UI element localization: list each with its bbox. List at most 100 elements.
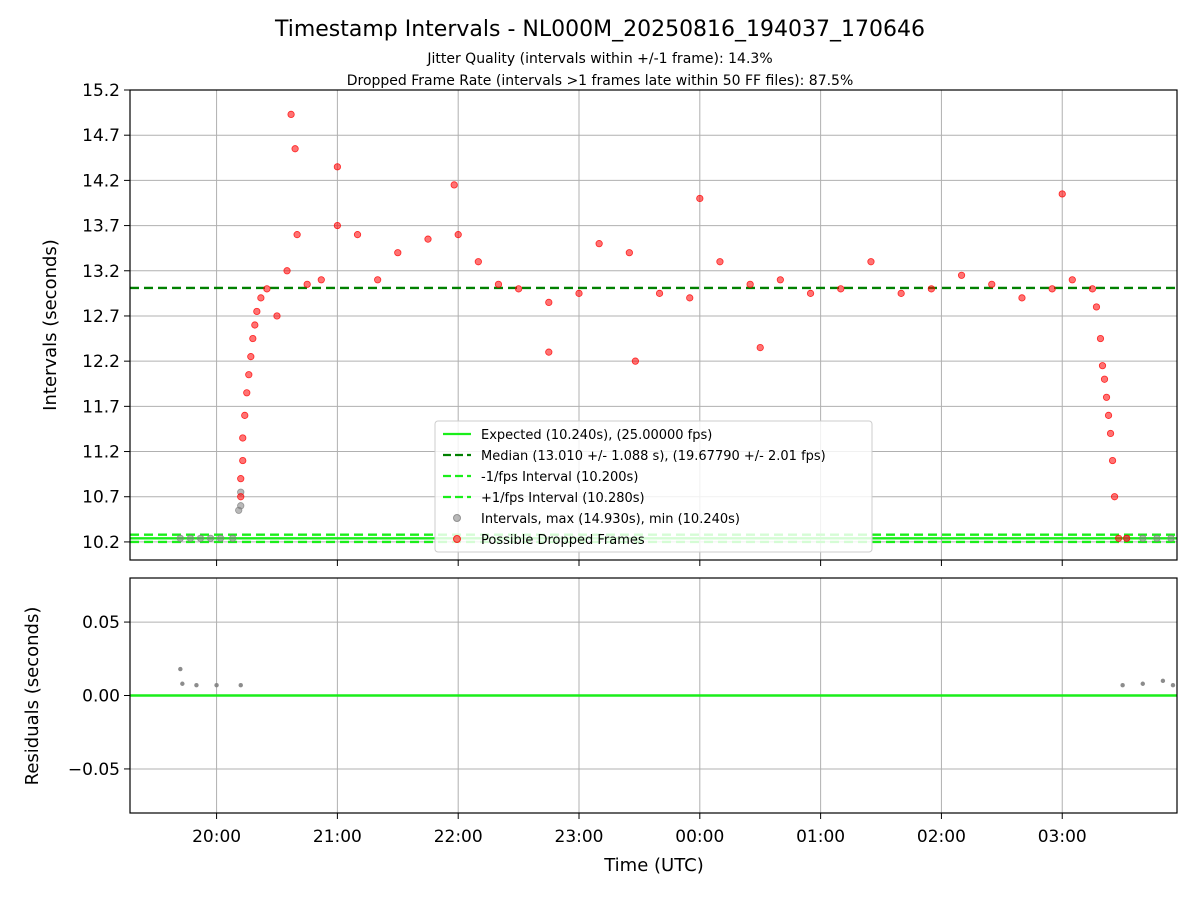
data-point-series-0: [206, 534, 215, 542]
data-point-series-1: [1096, 334, 1105, 343]
data-point-series-1: [897, 289, 905, 297]
top-y-tick-label: 12.7: [82, 307, 120, 327]
data-point-series-1: [514, 285, 523, 293]
bottom-y-axis-label: Residuals (seconds): [22, 607, 43, 786]
chart-legend: Expected (10.240s), (25.00000 fps) Median…: [434, 420, 873, 553]
data-point-series-1: [333, 221, 341, 230]
data-point-series-1: [837, 285, 845, 293]
residual-point: [180, 681, 185, 686]
data-point-series-1: [1092, 303, 1101, 311]
data-point-series-0: [229, 534, 237, 542]
data-point-series-1: [237, 493, 245, 501]
data-point-series-1: [575, 289, 583, 297]
top-y-axis-ticks: 10.2 10.7 11.2 11.7 12.2 12.7 13.2 13.7 14.2 14.7…: [82, 81, 1063, 566]
data-point-series-0: [217, 534, 225, 542]
data-point-series-1: [1123, 534, 1131, 542]
chart-subtitle-jitter: Jitter Quality (intervals within +/-1 fr…: [426, 51, 772, 67]
data-point-series-1: [293, 231, 301, 239]
data-point-series-1: [273, 312, 281, 320]
chart-title: Timestamp Intervals - NL000M_20250816_19…: [274, 17, 925, 42]
data-point-series-1: [257, 294, 265, 302]
data-point-series-1: [245, 371, 253, 379]
data-point-outlier: [631, 357, 639, 365]
data-point-series-1: [1104, 411, 1113, 419]
legend-label: Median (13.010 +/- 1.088 s), (19.67790 +…: [481, 449, 826, 464]
data-point-series-1: [237, 475, 245, 483]
data-point-outlier: [450, 181, 458, 189]
data-point-series-1: [251, 321, 259, 329]
data-point-outlier: [287, 110, 295, 119]
bottom-data-points: [178, 666, 1176, 688]
legend-label: -1/fps Interval (10.200s): [481, 470, 638, 485]
data-point-series-1: [716, 258, 724, 266]
legend-label: Expected (10.240s), (25.00000 fps): [481, 428, 712, 443]
legend-label: Possible Dropped Frames: [481, 533, 645, 548]
legend-box: [434, 420, 873, 553]
data-point-series-1: [988, 280, 996, 288]
top-y-tick-label: 11.7: [82, 397, 120, 417]
data-point-outlier: [696, 194, 704, 203]
data-point-series-1: [253, 307, 261, 316]
data-point-series-1: [927, 285, 935, 293]
x-tick-label: 23:00: [555, 827, 604, 847]
x-tick-label: 00:00: [675, 827, 724, 847]
legend-label: +1/fps Interval (10.280s): [481, 491, 645, 506]
data-point-series-1: [1108, 456, 1117, 465]
data-point-series-1: [1068, 276, 1076, 284]
residual-point: [194, 683, 199, 688]
residual-point: [1120, 683, 1125, 688]
top-y-tick-label: 11.2: [82, 443, 120, 463]
data-point-series-1: [655, 289, 664, 297]
legend-label: Intervals, max (14.930s), min (10.240s): [481, 512, 740, 527]
top-y-tick-label: 14.2: [82, 171, 120, 191]
data-point-series-1: [1098, 362, 1107, 370]
residual-point: [238, 683, 243, 688]
data-point-series-1: [239, 434, 247, 442]
data-point-series-1: [1115, 534, 1123, 542]
bottom-y-axis-ticks: 0.05 0.00 −0.05: [68, 613, 130, 780]
data-point-series-0: [237, 502, 245, 510]
data-point-series-1: [424, 235, 432, 243]
top-y-tick-label: 13.7: [82, 217, 120, 237]
x-tick-label: 20:00: [192, 827, 241, 847]
x-tick-label: 01:00: [796, 827, 845, 847]
residual-point: [214, 683, 219, 688]
data-point-series-1: [625, 249, 633, 257]
data-point-series-1: [1100, 375, 1109, 383]
data-point-series-1: [353, 231, 362, 239]
data-point-series-1: [249, 334, 257, 343]
data-point-series-1: [243, 389, 251, 397]
data-point-series-1: [263, 285, 271, 293]
data-point-series-1: [686, 294, 694, 302]
data-point-outlier: [545, 348, 553, 356]
chart-subtitle-dropped: Dropped Frame Rate (intervals >1 frames …: [347, 73, 854, 89]
top-y-tick-label: 13.2: [82, 262, 120, 282]
data-point-series-1: [806, 289, 815, 297]
data-point-series-1: [494, 280, 503, 288]
data-point-series-1: [867, 258, 875, 266]
data-point-series-1: [545, 298, 553, 307]
residual-point: [1140, 681, 1145, 686]
data-point-series-1: [303, 280, 311, 288]
data-point-outlier: [333, 163, 341, 171]
data-point-series-1: [1106, 429, 1115, 438]
data-point-series-1: [394, 249, 402, 257]
data-point-series-1: [1018, 294, 1026, 302]
x-tick-label: 22:00: [434, 827, 483, 847]
data-point-series-0: [196, 534, 205, 542]
data-point-series-1: [283, 267, 291, 275]
top-y-tick-label: 15.2: [82, 81, 120, 101]
data-point-series-1: [1102, 393, 1111, 401]
bottom-y-tick-label: 0.00: [82, 687, 120, 707]
data-point-series-1: [247, 353, 255, 361]
data-point-outlier: [756, 343, 764, 352]
top-y-axis-label: Intervals (seconds): [40, 239, 61, 411]
top-y-tick-label: 12.2: [82, 352, 120, 372]
data-point-series-1: [317, 276, 325, 284]
x-tick-label: 21:00: [313, 827, 362, 847]
data-point-series-0: [186, 534, 195, 542]
data-point-series-0: [1139, 534, 1147, 542]
data-point-series-0: [1167, 534, 1175, 542]
top-y-tick-label: 10.7: [82, 488, 120, 508]
data-point-series-1: [957, 271, 966, 279]
